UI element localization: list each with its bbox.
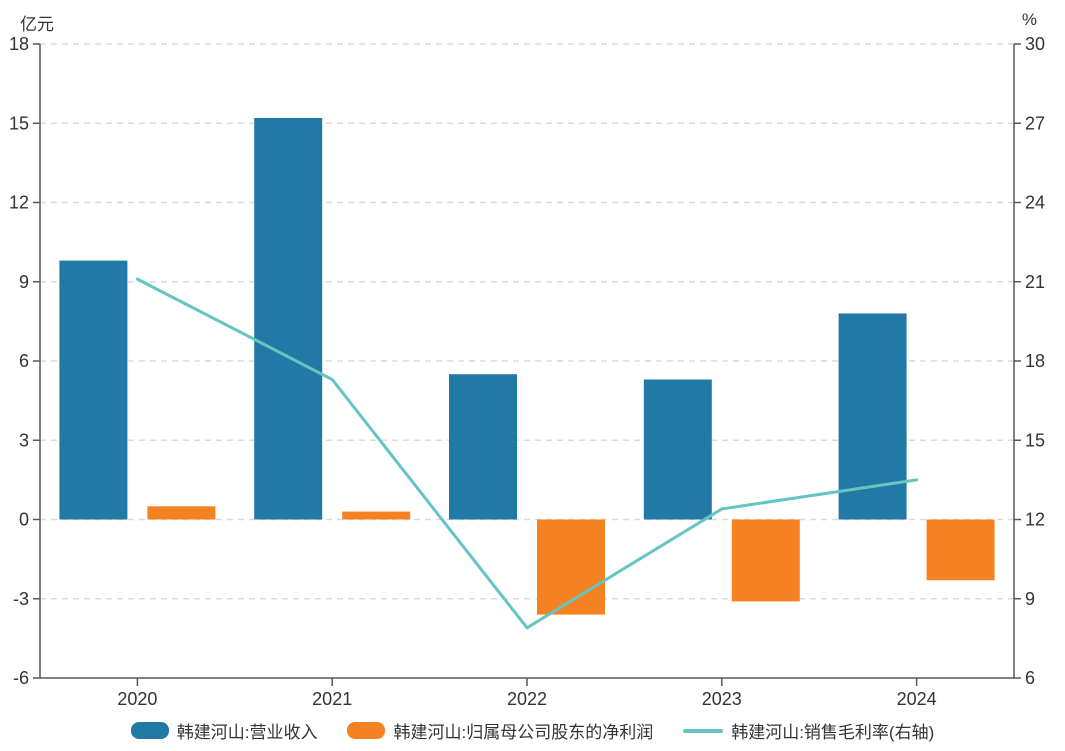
right-axis-tick-label: 6 — [1025, 668, 1035, 688]
right-axis-tick-label: 27 — [1025, 113, 1045, 133]
right-axis-unit-label: % — [1021, 10, 1037, 29]
right-axis-tick-label: 15 — [1025, 430, 1045, 450]
right-axis-tick-label: 9 — [1025, 589, 1035, 609]
bar-net-profit-2020 — [147, 506, 216, 520]
left-axis-tick-label: 12 — [9, 193, 29, 213]
bar-revenue-2020 — [59, 260, 128, 520]
x-axis-tick-label: 2021 — [312, 689, 352, 709]
legend-item-net-profit: 韩建河山:归属母公司股东的净利润 — [347, 718, 653, 743]
x-axis-tick-label: 2022 — [507, 689, 547, 709]
bar-net-profit-2023 — [731, 519, 800, 602]
right-axis-tick-label: 12 — [1025, 510, 1045, 530]
x-axis-tick-label: 2020 — [117, 689, 157, 709]
x-axis-tick-label: 2023 — [702, 689, 742, 709]
left-axis-tick-label: 18 — [9, 34, 29, 54]
bar-net-profit-2024 — [926, 519, 995, 581]
gross-margin-line-swatch-icon — [683, 728, 724, 733]
legend-label-gross-margin: 韩建河山:销售毛利率(右轴) — [731, 723, 935, 742]
left-axis-tick-label: 9 — [19, 272, 29, 292]
right-axis-tick-label: 24 — [1025, 193, 1045, 213]
bar-net-profit-2021 — [342, 511, 411, 520]
right-axis-tick-label: 30 — [1025, 34, 1045, 54]
legend-item-gross-margin: 韩建河山:销售毛利率(右轴) — [683, 718, 934, 743]
legend-label-net-profit: 韩建河山:归属母公司股东的净利润 — [393, 723, 654, 742]
chart-legend: 韩建河山:营业收入 韩建河山:归属母公司股东的净利润 韩建河山:销售毛利率(右轴… — [0, 718, 1065, 743]
left-axis-tick-label: -3 — [13, 589, 29, 609]
left-axis-tick-label: -6 — [13, 668, 29, 688]
left-axis-tick-label: 15 — [9, 113, 29, 133]
left-axis-tick-label: 0 — [19, 510, 29, 530]
bar-net-profit-2022 — [537, 519, 605, 615]
bar-revenue-2022 — [449, 374, 517, 520]
right-axis-tick-label: 21 — [1025, 272, 1045, 292]
revenue-swatch-icon — [130, 722, 169, 739]
left-axis-tick-label: 3 — [19, 430, 29, 450]
net-profit-swatch-icon — [347, 722, 386, 739]
right-axis-tick-label: 18 — [1025, 351, 1045, 371]
legend-label-revenue: 韩建河山:营业收入 — [176, 723, 318, 742]
left-axis-unit-label: 亿元 — [20, 15, 54, 34]
left-axis-tick-label: 6 — [19, 351, 29, 371]
bar-revenue-2023 — [643, 379, 712, 520]
gross-margin-line — [135, 277, 919, 630]
legend-item-revenue: 韩建河山:营业收入 — [130, 718, 318, 743]
x-axis-tick-label: 2024 — [897, 689, 937, 709]
bar-revenue-2021 — [254, 117, 323, 520]
